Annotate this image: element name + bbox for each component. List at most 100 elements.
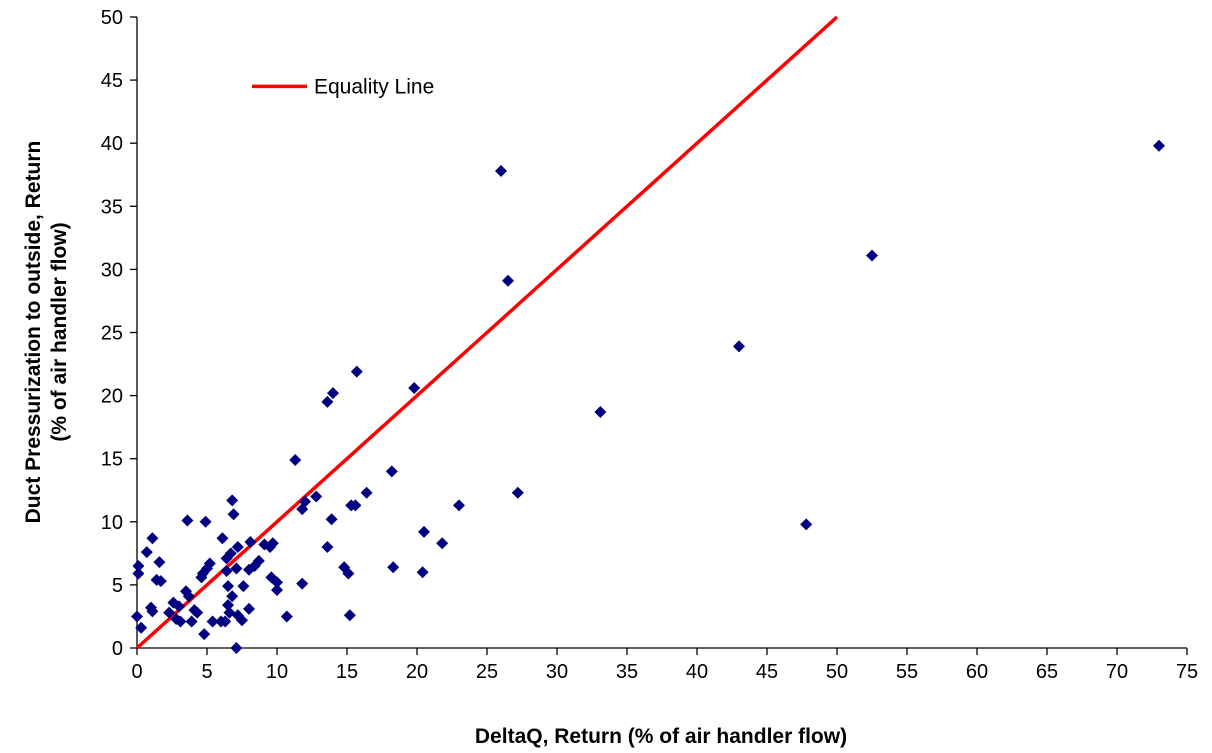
data-point [181, 514, 194, 527]
y-tick-label: 45 [101, 70, 123, 92]
data-point [153, 556, 166, 569]
data-point [132, 559, 145, 572]
y-tick-label: 50 [101, 7, 123, 29]
data-point [227, 508, 240, 521]
y-tick-label: 15 [101, 449, 123, 471]
data-point [343, 609, 356, 622]
x-tick-label: 5 [201, 661, 212, 683]
y-tick-label: 30 [101, 259, 123, 281]
data-point [321, 395, 334, 408]
data-point [296, 577, 309, 590]
data-point [135, 621, 148, 634]
x-tick-label: 40 [686, 661, 708, 683]
data-point [289, 453, 302, 466]
legend-label-equality-line: Equality Line [314, 75, 434, 98]
data-point [436, 537, 449, 550]
data-point [199, 515, 212, 528]
data-point [243, 602, 255, 615]
y-tick-label: 20 [101, 386, 123, 408]
series-points [131, 139, 1165, 654]
data-point [226, 590, 239, 603]
data-point [265, 571, 278, 584]
data-point [215, 615, 227, 628]
x-tick-label: 30 [546, 661, 568, 683]
data-point [185, 615, 198, 628]
x-tick-label: 60 [966, 661, 988, 683]
y-tick-label: 5 [112, 575, 123, 597]
data-point [220, 552, 233, 565]
x-tick-label: 15 [336, 661, 358, 683]
data-point [385, 465, 398, 478]
x-tick-label: 55 [896, 661, 918, 683]
data-point [325, 513, 338, 526]
data-point [338, 561, 351, 574]
data-point [195, 571, 208, 584]
data-point [230, 562, 243, 575]
data-point [416, 566, 429, 579]
data-point [231, 541, 244, 554]
data-point [167, 596, 180, 609]
y-tick-label: 0 [112, 638, 123, 660]
data-point [258, 538, 271, 551]
data-point [502, 274, 514, 287]
data-point [216, 532, 229, 545]
data-point [408, 382, 421, 395]
data-point [244, 535, 257, 548]
data-point [310, 490, 323, 503]
legend: Equality Line [252, 75, 434, 98]
data-point [140, 546, 153, 559]
data-point [146, 532, 159, 545]
x-axis-title: DeltaQ, Return (% of air handler flow) [475, 725, 847, 748]
y-axis-title-line-2: (% of air handler flow) [48, 222, 71, 441]
data-point [222, 599, 234, 612]
data-point [733, 340, 745, 353]
data-point [198, 628, 211, 641]
data-point [495, 164, 507, 177]
data-point [271, 583, 283, 596]
y-tick-label: 10 [101, 512, 123, 534]
data-point [222, 580, 234, 593]
y-tick-label: 25 [101, 323, 123, 345]
data-point [511, 486, 524, 499]
data-point [132, 567, 145, 580]
data-point [150, 573, 163, 586]
data-point [243, 563, 255, 576]
x-tick-label: 0 [131, 661, 142, 683]
data-point [170, 612, 183, 625]
data-point [226, 494, 239, 507]
data-point [163, 606, 176, 619]
data-point [180, 585, 192, 598]
data-point [350, 365, 363, 378]
x-tick-label: 70 [1106, 661, 1128, 683]
x-tick-label: 50 [826, 661, 848, 683]
data-point [387, 561, 400, 574]
data-point [220, 565, 233, 578]
x-tick-label: 45 [756, 661, 778, 683]
data-point [206, 615, 219, 628]
data-point [237, 580, 250, 593]
data-point [230, 642, 243, 654]
series-lines [135, 15, 839, 650]
x-tick-label: 35 [616, 661, 638, 683]
data-point [280, 610, 293, 623]
plot-axes: 0 5 10 15 20 25 30 35 40 45 50 0 5 10 15 20 25 30 35 40 45 50… [101, 7, 1198, 683]
data-point [418, 525, 430, 538]
data-point [296, 503, 309, 516]
data-point [321, 541, 334, 554]
data-point [800, 518, 813, 531]
y-axis-title-line-1: Duct Pressurization to outside, Return [22, 141, 45, 524]
data-point [345, 499, 358, 512]
data-point [360, 486, 373, 499]
y-axis-title: Duct Pressurization to outside, Return (… [22, 141, 71, 524]
data-point [223, 606, 236, 619]
data-point [188, 604, 201, 617]
data-point [131, 610, 143, 623]
data-point [327, 387, 339, 400]
y-tick-label: 40 [101, 133, 123, 155]
data-point [453, 499, 465, 512]
x-tick-label: 65 [1036, 661, 1058, 683]
x-tick-label: 20 [406, 661, 428, 683]
x-tick-label: 25 [476, 661, 498, 683]
y-tick-label: 35 [101, 196, 123, 218]
